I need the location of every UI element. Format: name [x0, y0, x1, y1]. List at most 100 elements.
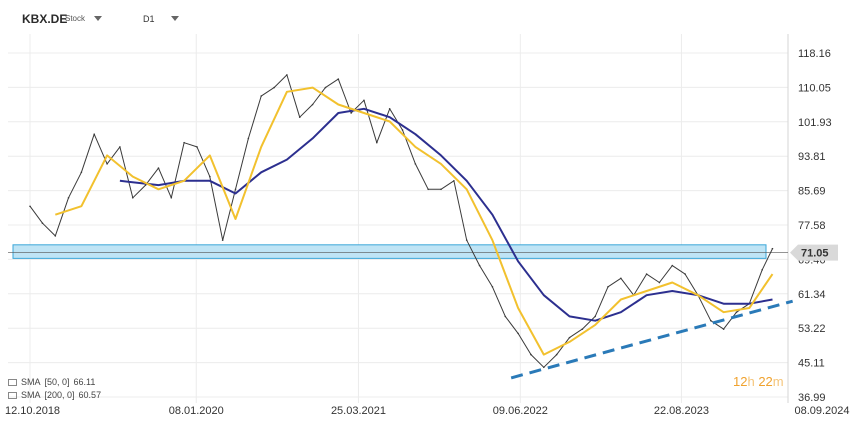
legend-sma200[interactable]: SMA [200, 0] 60.57 — [8, 390, 101, 400]
x-tick-label: 12.10.2018 — [5, 405, 60, 417]
countdown-h-unit: h — [747, 374, 755, 389]
current-price-label: 71.05 — [790, 244, 838, 261]
data-point-price — [119, 146, 121, 148]
x-tick-label: 22.08.2023 — [654, 405, 709, 417]
series-line-price — [29, 74, 773, 368]
data-point-price — [555, 353, 558, 356]
data-point-price — [568, 336, 571, 339]
x-tick-label: 08.01.2020 — [169, 405, 224, 417]
series-line-sma50 — [54, 86, 774, 356]
data-point-price — [234, 188, 237, 191]
data-point-price — [427, 188, 430, 191]
data-point-price — [350, 112, 352, 114]
y-tick-label: 93.81 — [798, 151, 826, 163]
countdown-minutes: 22 — [758, 374, 773, 389]
legend-params: [200, 0] — [44, 390, 75, 400]
y-tick-label: 118.16 — [798, 48, 831, 60]
data-point-price — [324, 86, 327, 89]
data-point-price — [607, 285, 609, 288]
data-point-price — [517, 332, 519, 335]
data-point-price — [709, 319, 712, 322]
data-point-price — [209, 175, 211, 178]
data-point-price — [183, 141, 185, 144]
data-point-price — [645, 273, 648, 275]
data-point-price — [543, 366, 545, 369]
data-point-price — [401, 129, 404, 131]
data-point-price — [658, 281, 661, 284]
data-point-price — [93, 133, 96, 136]
data-point-price — [376, 141, 378, 144]
symbol-type: Stock — [65, 14, 86, 23]
symbol-dropdown-icon[interactable] — [94, 16, 102, 21]
timeframe-selector[interactable]: D1 — [143, 14, 155, 24]
price-label-bg — [790, 244, 838, 261]
data-point-price — [594, 315, 596, 318]
y-tick-label: 36.99 — [798, 392, 826, 404]
x-tick-label: 25.03.2021 — [331, 405, 386, 417]
y-axis: 118.16110.05101.9393.8185.6977.5869.4661… — [798, 48, 832, 404]
data-point-price — [771, 247, 774, 250]
chart-toolbar: KBX.DE Stock D1 — [0, 0, 859, 34]
countdown-hours: 12 — [733, 374, 748, 389]
legend-label: SMA — [21, 377, 41, 387]
y-tick-label: 53.22 — [798, 323, 826, 335]
data-point-price — [761, 269, 763, 271]
support-zone-rect — [12, 244, 767, 259]
indicator-settings-icon[interactable] — [8, 378, 17, 386]
data-point-price — [80, 171, 83, 174]
countdown-m-unit: m — [772, 374, 784, 389]
data-point-price — [67, 196, 70, 199]
data-point-price — [465, 239, 468, 241]
data-point-price — [581, 328, 584, 330]
data-point-price — [157, 167, 160, 169]
series-line-sma200 — [119, 107, 773, 322]
data-point-price — [530, 353, 532, 356]
data-point-price — [414, 163, 417, 165]
data-point-price — [286, 74, 288, 76]
chart-series — [29, 74, 774, 369]
legend-sma50[interactable]: SMA [50, 0] 66.11 — [8, 377, 95, 387]
data-point-price — [106, 163, 108, 165]
data-point-price — [388, 107, 391, 110]
data-point-price — [54, 235, 57, 237]
y-tick-label: 101.93 — [798, 117, 832, 129]
y-tick-label: 85.69 — [798, 186, 826, 198]
y-tick-label: 77.58 — [798, 220, 826, 232]
symbol-name[interactable]: KBX.DE — [22, 12, 68, 26]
data-point-price — [722, 328, 725, 330]
trendline — [510, 299, 794, 380]
data-point-price — [298, 116, 301, 119]
y-tick-label: 110.05 — [798, 82, 831, 94]
data-point-price — [504, 315, 507, 318]
indicator-settings-icon[interactable] — [8, 391, 17, 399]
chart-grid — [8, 34, 789, 403]
data-point-price — [131, 196, 134, 199]
y-tick-label: 61.34 — [798, 289, 826, 301]
data-point-price — [337, 78, 340, 80]
data-point-price — [196, 146, 198, 148]
y-tick-label: 45.11 — [798, 358, 825, 370]
data-point-price — [671, 264, 674, 267]
data-point-price — [41, 222, 44, 224]
legend-value: 60.57 — [78, 390, 102, 400]
data-point-price — [311, 103, 314, 106]
x-tick-label: 09.06.2022 — [493, 405, 548, 417]
legend-label: SMA — [21, 390, 41, 400]
data-point-price — [440, 188, 442, 191]
candle-countdown: 12h 22m — [733, 374, 784, 389]
data-point-price — [453, 180, 455, 182]
trendline-dashed — [510, 299, 794, 380]
data-point-price — [620, 277, 622, 280]
support-zone — [8, 244, 788, 259]
x-axis: 12.10.2018 08.01.2020 25.03.2021 09.06.2022… — [5, 405, 850, 417]
data-point-price — [247, 137, 250, 140]
data-point-price — [260, 95, 263, 97]
x-tick-label: 08.09.2024 — [794, 405, 849, 417]
data-point-price — [478, 264, 481, 267]
data-point-price — [29, 205, 31, 208]
data-point-price — [221, 239, 224, 241]
timeframe-dropdown-icon[interactable] — [171, 16, 179, 21]
price-label-text: 71.05 — [801, 248, 829, 260]
data-point-price — [273, 86, 275, 89]
